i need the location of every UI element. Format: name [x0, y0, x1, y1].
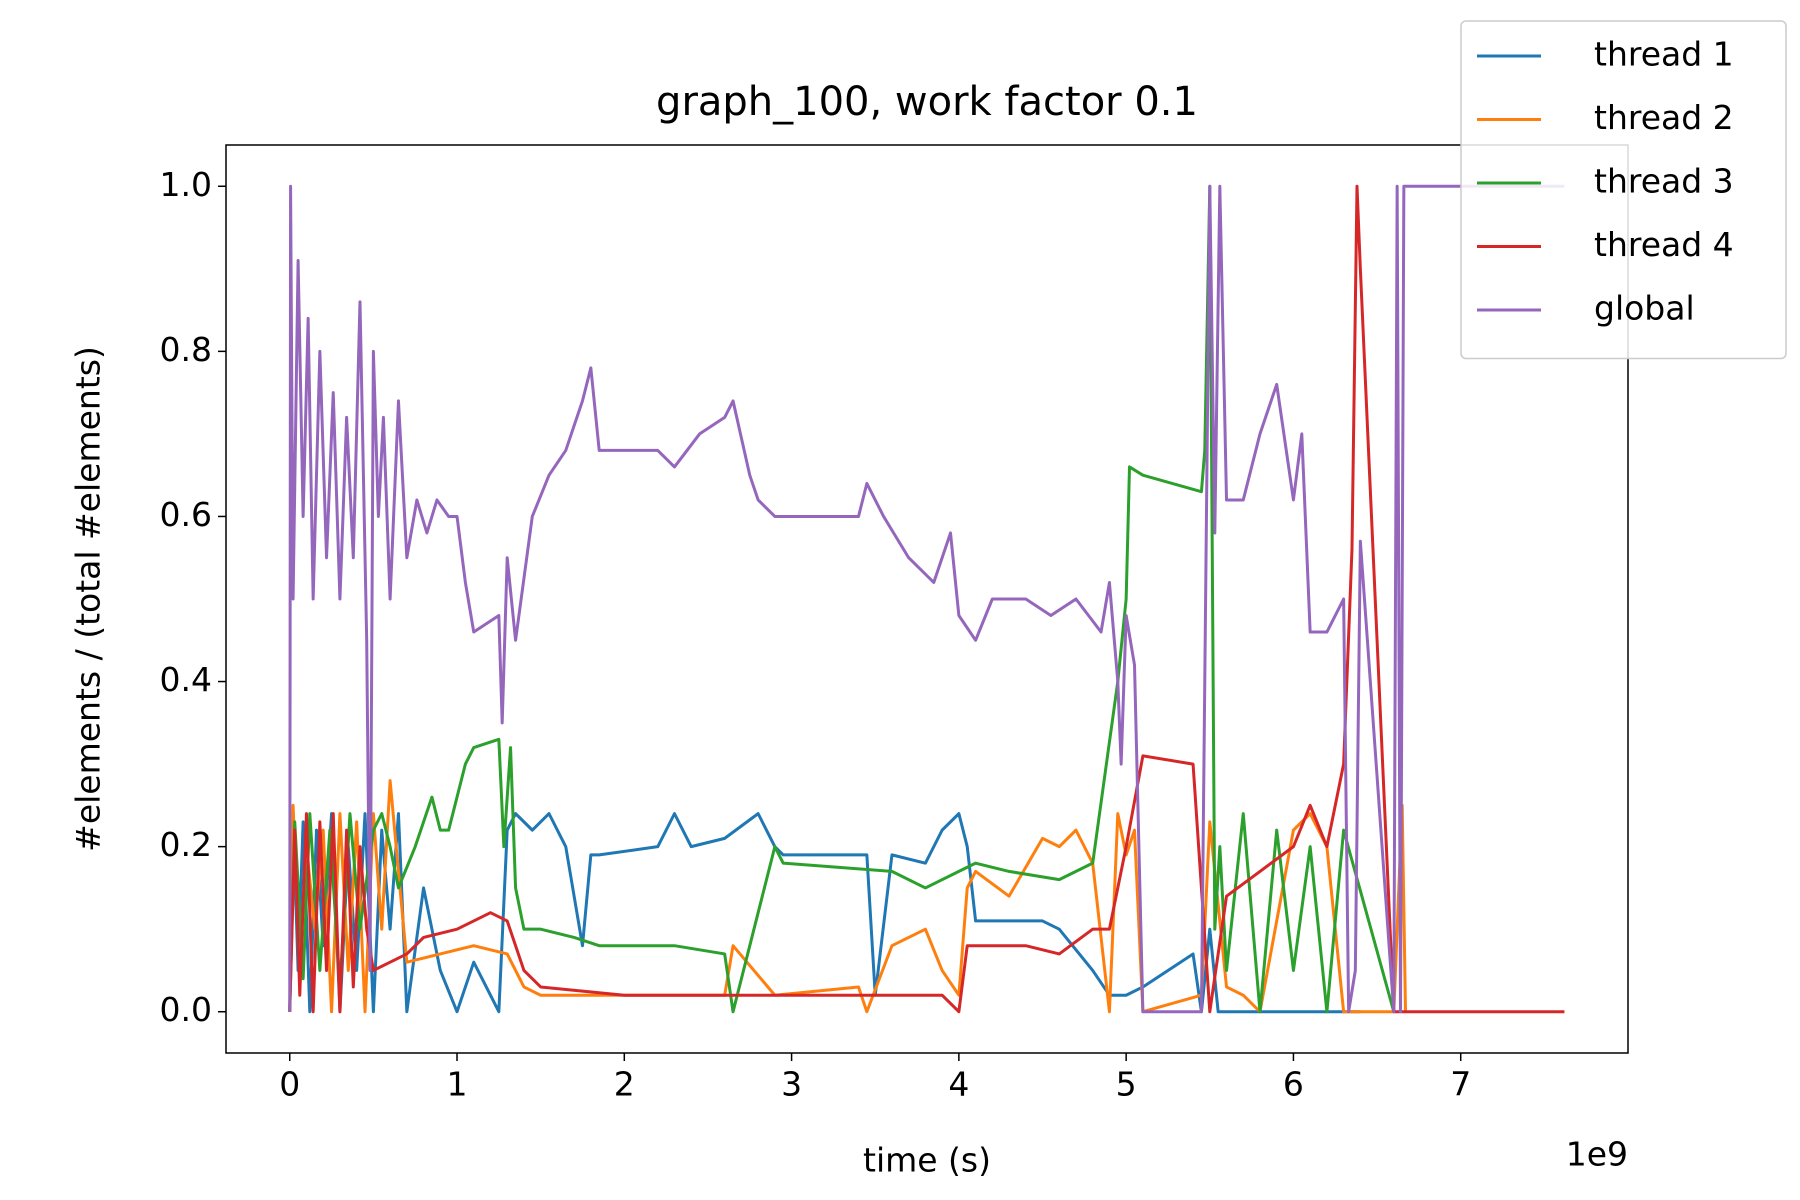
x-axis-label: time (s)	[863, 1141, 991, 1180]
y-tick-label: 0.2	[160, 825, 212, 864]
y-tick-label: 1.0	[160, 165, 212, 204]
legend-label: global	[1594, 289, 1695, 328]
series-line	[288, 779, 1408, 1014]
x-tick-label: 3	[781, 1065, 802, 1104]
x-tick-label: 2	[614, 1065, 635, 1104]
legend-label: thread 4	[1594, 225, 1734, 264]
x-tick-label: 0	[279, 1065, 300, 1104]
legend-label: thread 3	[1594, 162, 1734, 201]
y-tick-label: 0.8	[160, 330, 212, 369]
y-tick-label: 0.4	[160, 660, 212, 699]
x-tick-label: 5	[1116, 1065, 1137, 1104]
chart-title: graph_100, work factor 0.1	[656, 79, 1198, 125]
axes-frame	[225, 144, 1629, 1054]
x-tick-label: 4	[948, 1065, 969, 1104]
series-line	[288, 812, 1361, 1014]
y-tick-label: 0.0	[160, 990, 212, 1029]
x-tick-label: 7	[1450, 1065, 1471, 1104]
legend-label: thread 2	[1594, 98, 1734, 137]
series-line	[288, 184, 1396, 1014]
y-axis-label: #elements / (total #elements)	[69, 346, 108, 852]
legend-label: thread 1	[1594, 35, 1734, 74]
series-line	[288, 184, 1565, 1014]
x-tick-label: 6	[1283, 1065, 1304, 1104]
series-line	[288, 184, 1565, 1014]
x-tick-label: 1	[447, 1065, 468, 1104]
legend-box	[1460, 20, 1787, 360]
x-offset-label: 1e9	[1566, 1135, 1628, 1174]
y-tick-label: 0.6	[160, 495, 212, 534]
